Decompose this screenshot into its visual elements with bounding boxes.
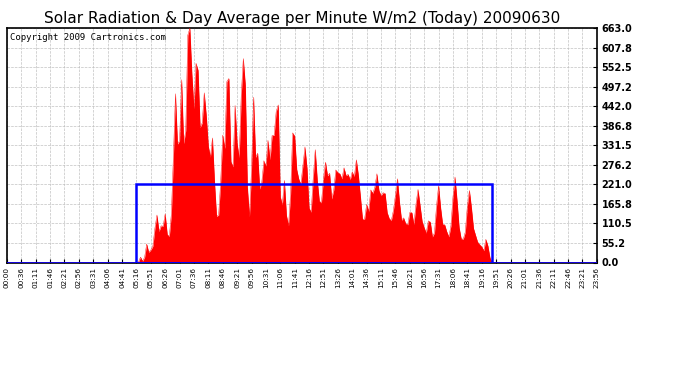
Title: Solar Radiation & Day Average per Minute W/m2 (Today) 20090630: Solar Radiation & Day Average per Minute… — [43, 10, 560, 26]
Bar — [137, 184, 492, 262]
Text: Copyright 2009 Cartronics.com: Copyright 2009 Cartronics.com — [10, 33, 166, 42]
